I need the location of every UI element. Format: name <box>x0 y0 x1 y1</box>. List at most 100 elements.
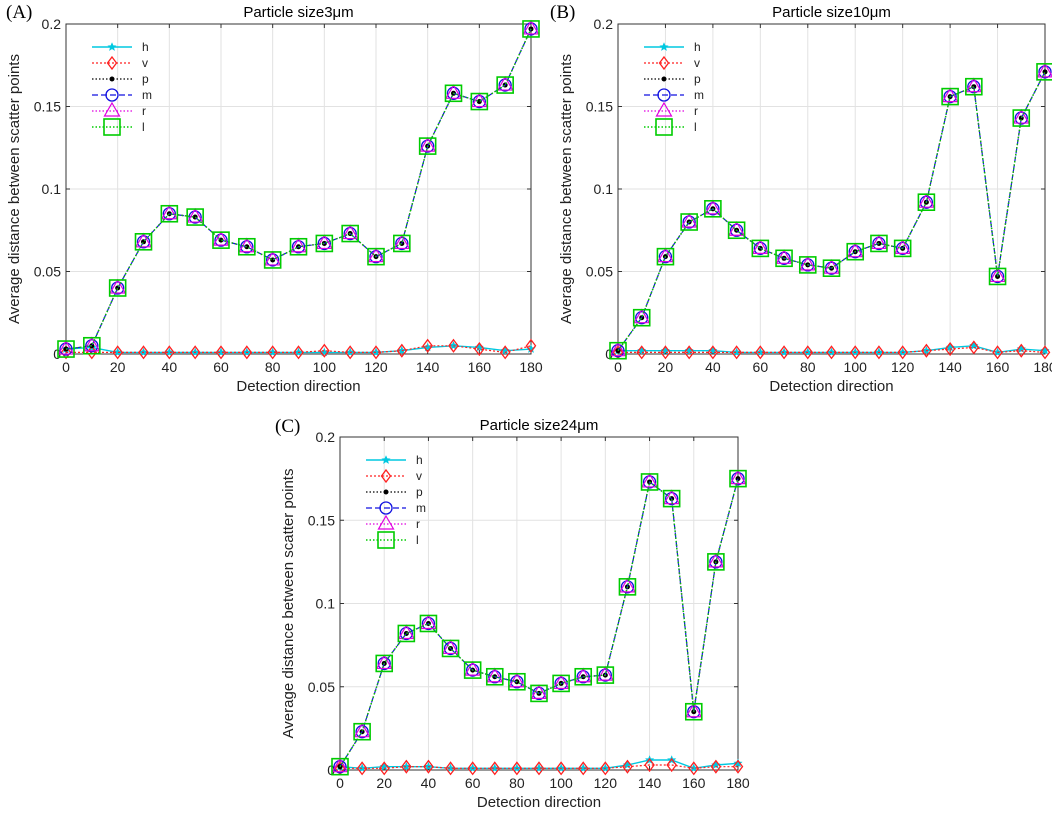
data-point-r <box>917 192 935 208</box>
y-tick-label: 0.1 <box>316 596 336 612</box>
data-point-m <box>498 78 512 92</box>
data-point-v <box>622 759 633 774</box>
data-point-r <box>618 577 636 593</box>
data-point-l <box>375 654 394 673</box>
data-point-l <box>186 208 204 226</box>
data-point-l <box>508 672 526 691</box>
y-tick-label: 0.1 <box>42 181 62 197</box>
data-point-m <box>598 668 612 682</box>
data-point-l <box>441 639 460 658</box>
legend-marker-v <box>380 468 392 484</box>
y-tick-label: 0.2 <box>316 429 336 445</box>
data-point-v <box>1015 343 1027 358</box>
legend-marker-m <box>657 88 671 102</box>
y-tick-label: 0.05 <box>34 264 61 280</box>
data-point-r <box>775 249 793 264</box>
data-point-l <box>798 256 817 274</box>
data-point-l <box>662 489 681 508</box>
y-tick-label: 0.1 <box>594 181 614 197</box>
data-point-l <box>530 684 548 703</box>
data-point-v <box>826 345 837 360</box>
x-axis-label: Detection direction <box>769 378 893 395</box>
data-point-l <box>640 473 659 491</box>
data-point-r <box>707 552 725 568</box>
legend-marker-h <box>659 42 669 51</box>
data-point-v <box>778 345 790 360</box>
data-point-l <box>596 666 615 684</box>
x-tick-label: 20 <box>658 359 674 375</box>
data-point-l <box>1012 109 1031 127</box>
data-point-m <box>824 261 839 275</box>
data-point-m <box>753 241 767 256</box>
data-point-m <box>919 195 934 209</box>
data-point-r <box>419 136 437 152</box>
data-point-v <box>731 345 742 360</box>
data-point-m <box>967 80 981 94</box>
data-point-l <box>393 234 411 253</box>
data-point-m <box>472 94 486 109</box>
legend-label: h <box>694 40 701 54</box>
series-m <box>333 471 745 774</box>
data-point-v <box>499 345 511 360</box>
data-point-m <box>532 686 546 701</box>
data-point-l <box>418 137 437 155</box>
data-point-r <box>1012 108 1030 124</box>
data-point-l <box>108 279 127 297</box>
panel-letter: (B) <box>550 2 575 23</box>
legend-marker-p <box>661 76 667 82</box>
data-point-m <box>658 249 673 264</box>
legend-label: p <box>142 72 149 86</box>
series-line-m <box>339 478 739 768</box>
data-point-v <box>555 761 567 776</box>
data-point-v <box>707 345 719 360</box>
x-tick-label: 80 <box>509 775 525 791</box>
data-point-r <box>870 234 888 250</box>
data-point-p <box>89 343 95 349</box>
data-point-v <box>921 343 932 358</box>
data-point-v <box>448 338 459 353</box>
y-tick-label: 0.15 <box>586 99 613 115</box>
x-tick-label: 140 <box>638 775 662 791</box>
data-point-v <box>378 761 390 776</box>
data-point-m <box>731 471 745 486</box>
legend-label: m <box>142 88 152 102</box>
data-point-m <box>136 235 151 249</box>
data-point-r <box>160 204 178 220</box>
x-tick-label: 20 <box>110 359 126 375</box>
data-point-l <box>463 661 482 679</box>
data-point-l <box>367 247 385 266</box>
x-tick-label: 60 <box>753 359 769 375</box>
x-tick-label: 20 <box>376 775 392 791</box>
legend-label: m <box>416 501 426 515</box>
data-point-v <box>644 757 655 773</box>
data-point-m <box>488 670 502 684</box>
legend-label: h <box>416 453 423 467</box>
data-point-p <box>1042 69 1048 75</box>
panel-letter: (C) <box>275 416 300 437</box>
data-point-v <box>683 345 695 360</box>
data-point-l <box>775 249 793 268</box>
y-axis-label: Average distance between scatter points <box>280 469 297 739</box>
data-point-l <box>552 674 570 693</box>
x-tick-label: 120 <box>594 775 618 791</box>
legend-label: l <box>142 120 145 134</box>
data-point-r <box>289 237 308 253</box>
series-line-v <box>618 346 1046 354</box>
data-point-m <box>266 253 280 267</box>
series-l <box>57 20 540 358</box>
data-point-l <box>496 76 514 94</box>
legend-label: v <box>416 469 422 483</box>
data-point-r <box>57 339 75 355</box>
data-point-r <box>331 757 349 773</box>
data-point-v <box>215 345 227 360</box>
data-point-m <box>729 223 744 237</box>
data-point-l <box>212 231 230 249</box>
data-point-m <box>85 339 99 353</box>
data-point-m <box>111 281 125 295</box>
x-tick-label: 160 <box>468 359 492 375</box>
data-point-m <box>665 491 679 506</box>
data-point-v <box>422 338 433 353</box>
chart-title: Particle size24μm <box>480 417 599 434</box>
